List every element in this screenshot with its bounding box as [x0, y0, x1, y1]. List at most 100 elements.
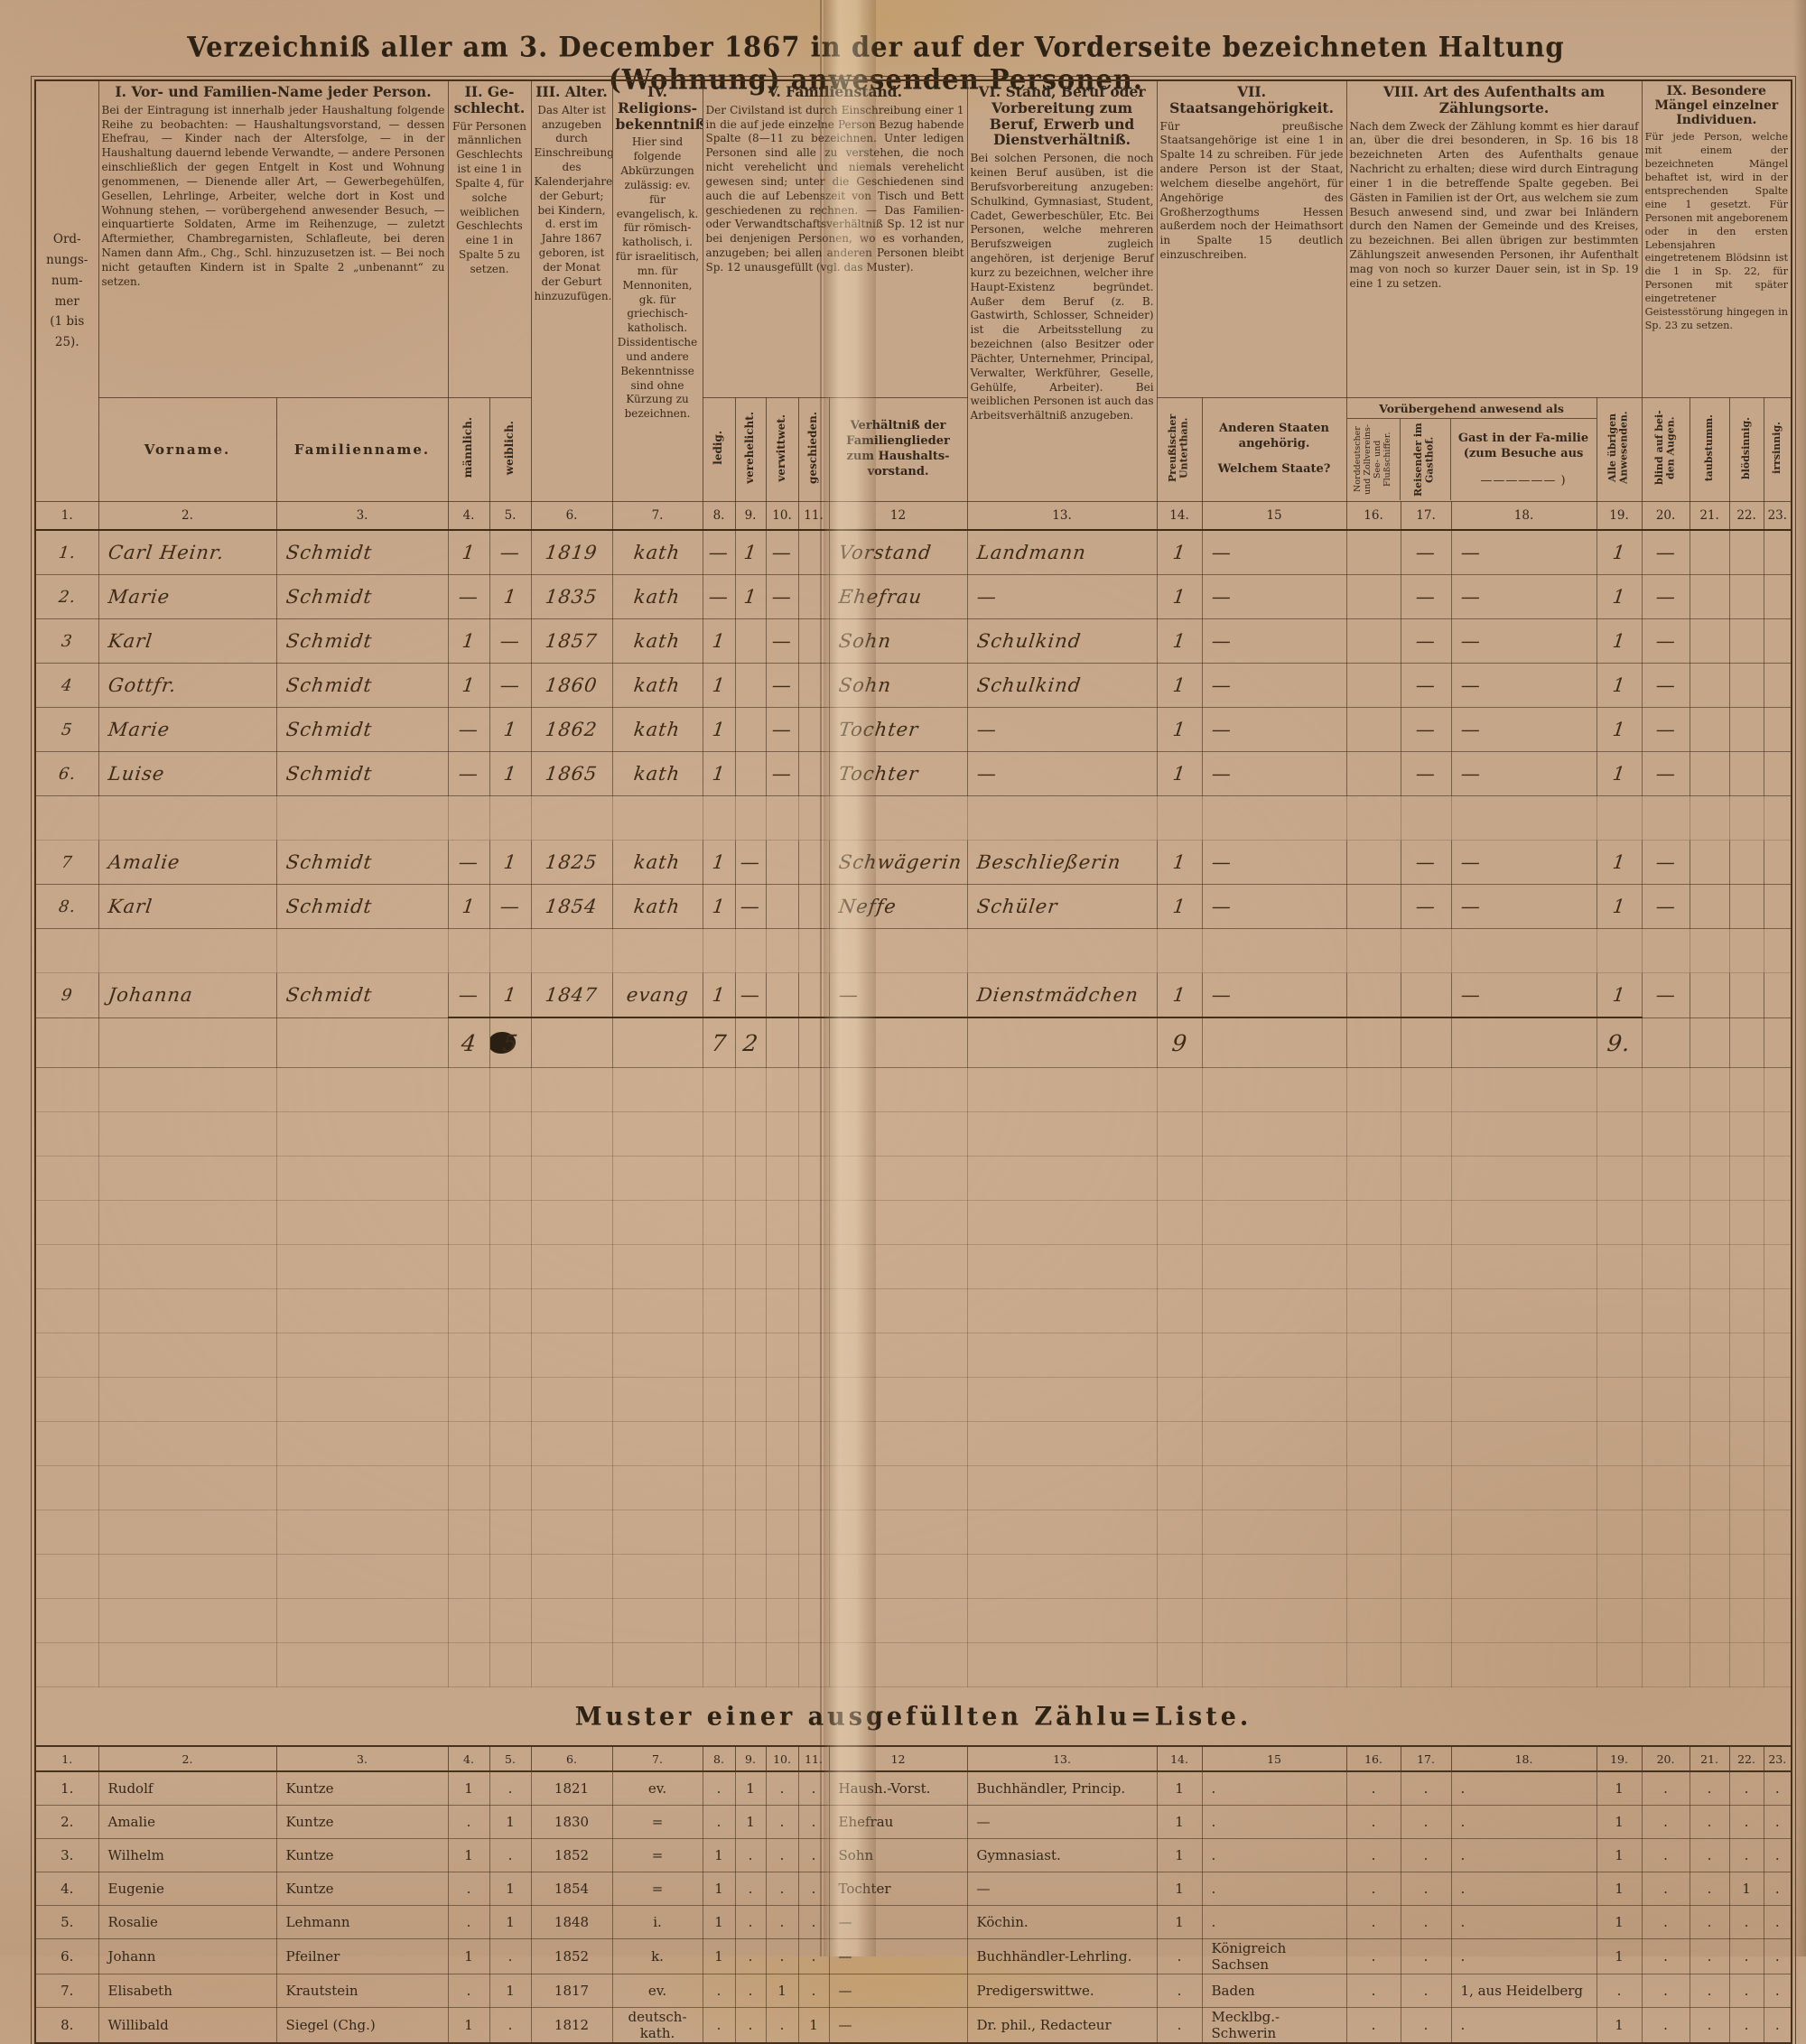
entry-cell: — [734, 972, 767, 1018]
empty-cell [611, 1244, 703, 1289]
entry-cell-text: — [498, 542, 522, 563]
entry-cell: 1 [489, 707, 532, 752]
entry-cell: 1. [34, 529, 99, 575]
empty-cell [734, 1244, 767, 1289]
muster-cell-text: . [1211, 1847, 1216, 1863]
entry-cell-text: 1 [742, 542, 759, 563]
entry-cell: — [765, 707, 799, 752]
empty-cell [1400, 1200, 1452, 1245]
empty-cell [611, 1554, 703, 1599]
empty-grid-row [34, 1244, 1792, 1289]
entry-cell: Johanna [98, 972, 277, 1018]
entry-cell-text: — [770, 674, 794, 696]
empty-cell [702, 1288, 736, 1333]
entry-cell: — [1400, 574, 1452, 619]
entry-cell-text: — [1210, 851, 1233, 873]
empty-grid-row [34, 1554, 1792, 1599]
entry-cell-text: — [457, 763, 480, 785]
muster-cell: . [1400, 1938, 1452, 1974]
entry-cell-text: 1860 [544, 674, 600, 696]
empty-cell [34, 1421, 99, 1466]
entry-cell: kath [611, 574, 703, 619]
entry-cell-text: — [1210, 763, 1233, 785]
muster-cell: . [1450, 1838, 1597, 1872]
entry-cell-text: Neffe [837, 896, 898, 917]
empty-cell [34, 1288, 99, 1333]
empty-cell [702, 1333, 736, 1378]
empty-cell [1201, 1510, 1347, 1555]
empty-cell [1450, 1465, 1597, 1510]
entry-cell-text: — [1414, 763, 1438, 785]
muster-cell-text: — [976, 1814, 991, 1830]
empty-cell [1596, 1067, 1643, 1112]
muster-cell: . [1641, 2007, 1690, 2044]
muster-cell: . [1450, 1805, 1597, 1839]
muster-cell-text: 1830 [554, 1814, 590, 1830]
entry-cell: Carl Heinr. [98, 529, 277, 575]
empty-cell [489, 1288, 532, 1333]
empty-cell [797, 1377, 830, 1422]
empty-cell [98, 1598, 277, 1643]
entry-cell: — [489, 529, 532, 575]
entry-cell: 8. [34, 884, 99, 929]
entry-cell-text: — [1654, 586, 1678, 608]
muster-cell-text: Tochter [838, 1881, 891, 1897]
muster-cell: . [1641, 1938, 1690, 1974]
entry-cell: — [702, 529, 736, 575]
entry-cell: 2. [34, 574, 99, 619]
empty-cell [611, 1421, 703, 1466]
entry-cell: kath [611, 884, 703, 929]
muster-cell-text: . [1663, 1983, 1668, 1999]
entry-cell [1728, 529, 1764, 575]
entry-cell [797, 795, 830, 841]
entry-cell-text: — [1414, 630, 1438, 652]
entry-cell-text: Johanna [107, 984, 194, 1007]
empty-cell [1201, 1642, 1347, 1687]
entry-cell-text: Marie [107, 719, 172, 740]
entry-cell-text: 1 [1611, 719, 1627, 740]
empty-cell [1450, 1554, 1597, 1599]
muster-cell: — [828, 1974, 968, 2008]
table-row: 2. Marie Schmidt — 1 1835 kath — 1 — Ehefrau — 1 — — — 1… [34, 574, 1792, 619]
empty-cell [1763, 1156, 1792, 1201]
entry-cell [765, 928, 799, 973]
muster-cell-text: . [1707, 1948, 1712, 1965]
totals-cell [1728, 1017, 1764, 1068]
muster-cell-text: . [1460, 2017, 1466, 2033]
entry-cell: kath [611, 529, 703, 575]
muster-cell-text: Siegel (Chg.) [285, 2017, 376, 2033]
empty-cell [1596, 1421, 1643, 1466]
entry-cell: 1 [447, 663, 490, 708]
entry-cell-text: Beschließerin [975, 851, 1122, 873]
muster-cell: . [1728, 1838, 1764, 1872]
muster-cell-text: 1 [746, 1780, 755, 1797]
muster-cell-text: — [838, 2017, 852, 2033]
empty-cell [1400, 1156, 1452, 1201]
muster-cell-text: . [779, 1948, 785, 1965]
entry-cell-text: 1835 [544, 586, 600, 608]
muster-cell-text: . [779, 1914, 785, 1930]
muster-cell: . [765, 2007, 799, 2044]
muster-cell-text: . [1423, 1914, 1429, 1930]
muster-cell: Gymnasiast. [966, 1838, 1158, 1872]
entry-cell: — [447, 840, 490, 885]
entry-cell-text: 1847 [544, 984, 600, 1006]
census-table: Ord- nungs- num- mer (1 bis 25). I. Vor-… [30, 76, 1797, 2044]
empty-cell [34, 1554, 99, 1599]
muster-cell-text: . [1663, 1847, 1668, 1863]
group-4-title: IV. Religions-bekenntniß. [615, 83, 703, 133]
empty-cell [1156, 1111, 1203, 1157]
entry-cell-text: — [1654, 674, 1678, 696]
muster-cell-text: = [651, 1814, 664, 1830]
muster-cell-text: . [1774, 1847, 1780, 1863]
entry-cell-text: Gottfr. [107, 674, 178, 696]
muster-cell-text: 1 [464, 1948, 473, 1965]
empty-cell [1345, 1244, 1401, 1289]
entry-cell: 1835 [530, 574, 613, 619]
entry-cell [1763, 707, 1792, 752]
entry-cell [1763, 884, 1792, 929]
entry-cell: — [1450, 618, 1597, 664]
entry-cell [1763, 928, 1792, 973]
empty-cell [1763, 1642, 1792, 1687]
muster-cell: . [765, 1805, 799, 1839]
